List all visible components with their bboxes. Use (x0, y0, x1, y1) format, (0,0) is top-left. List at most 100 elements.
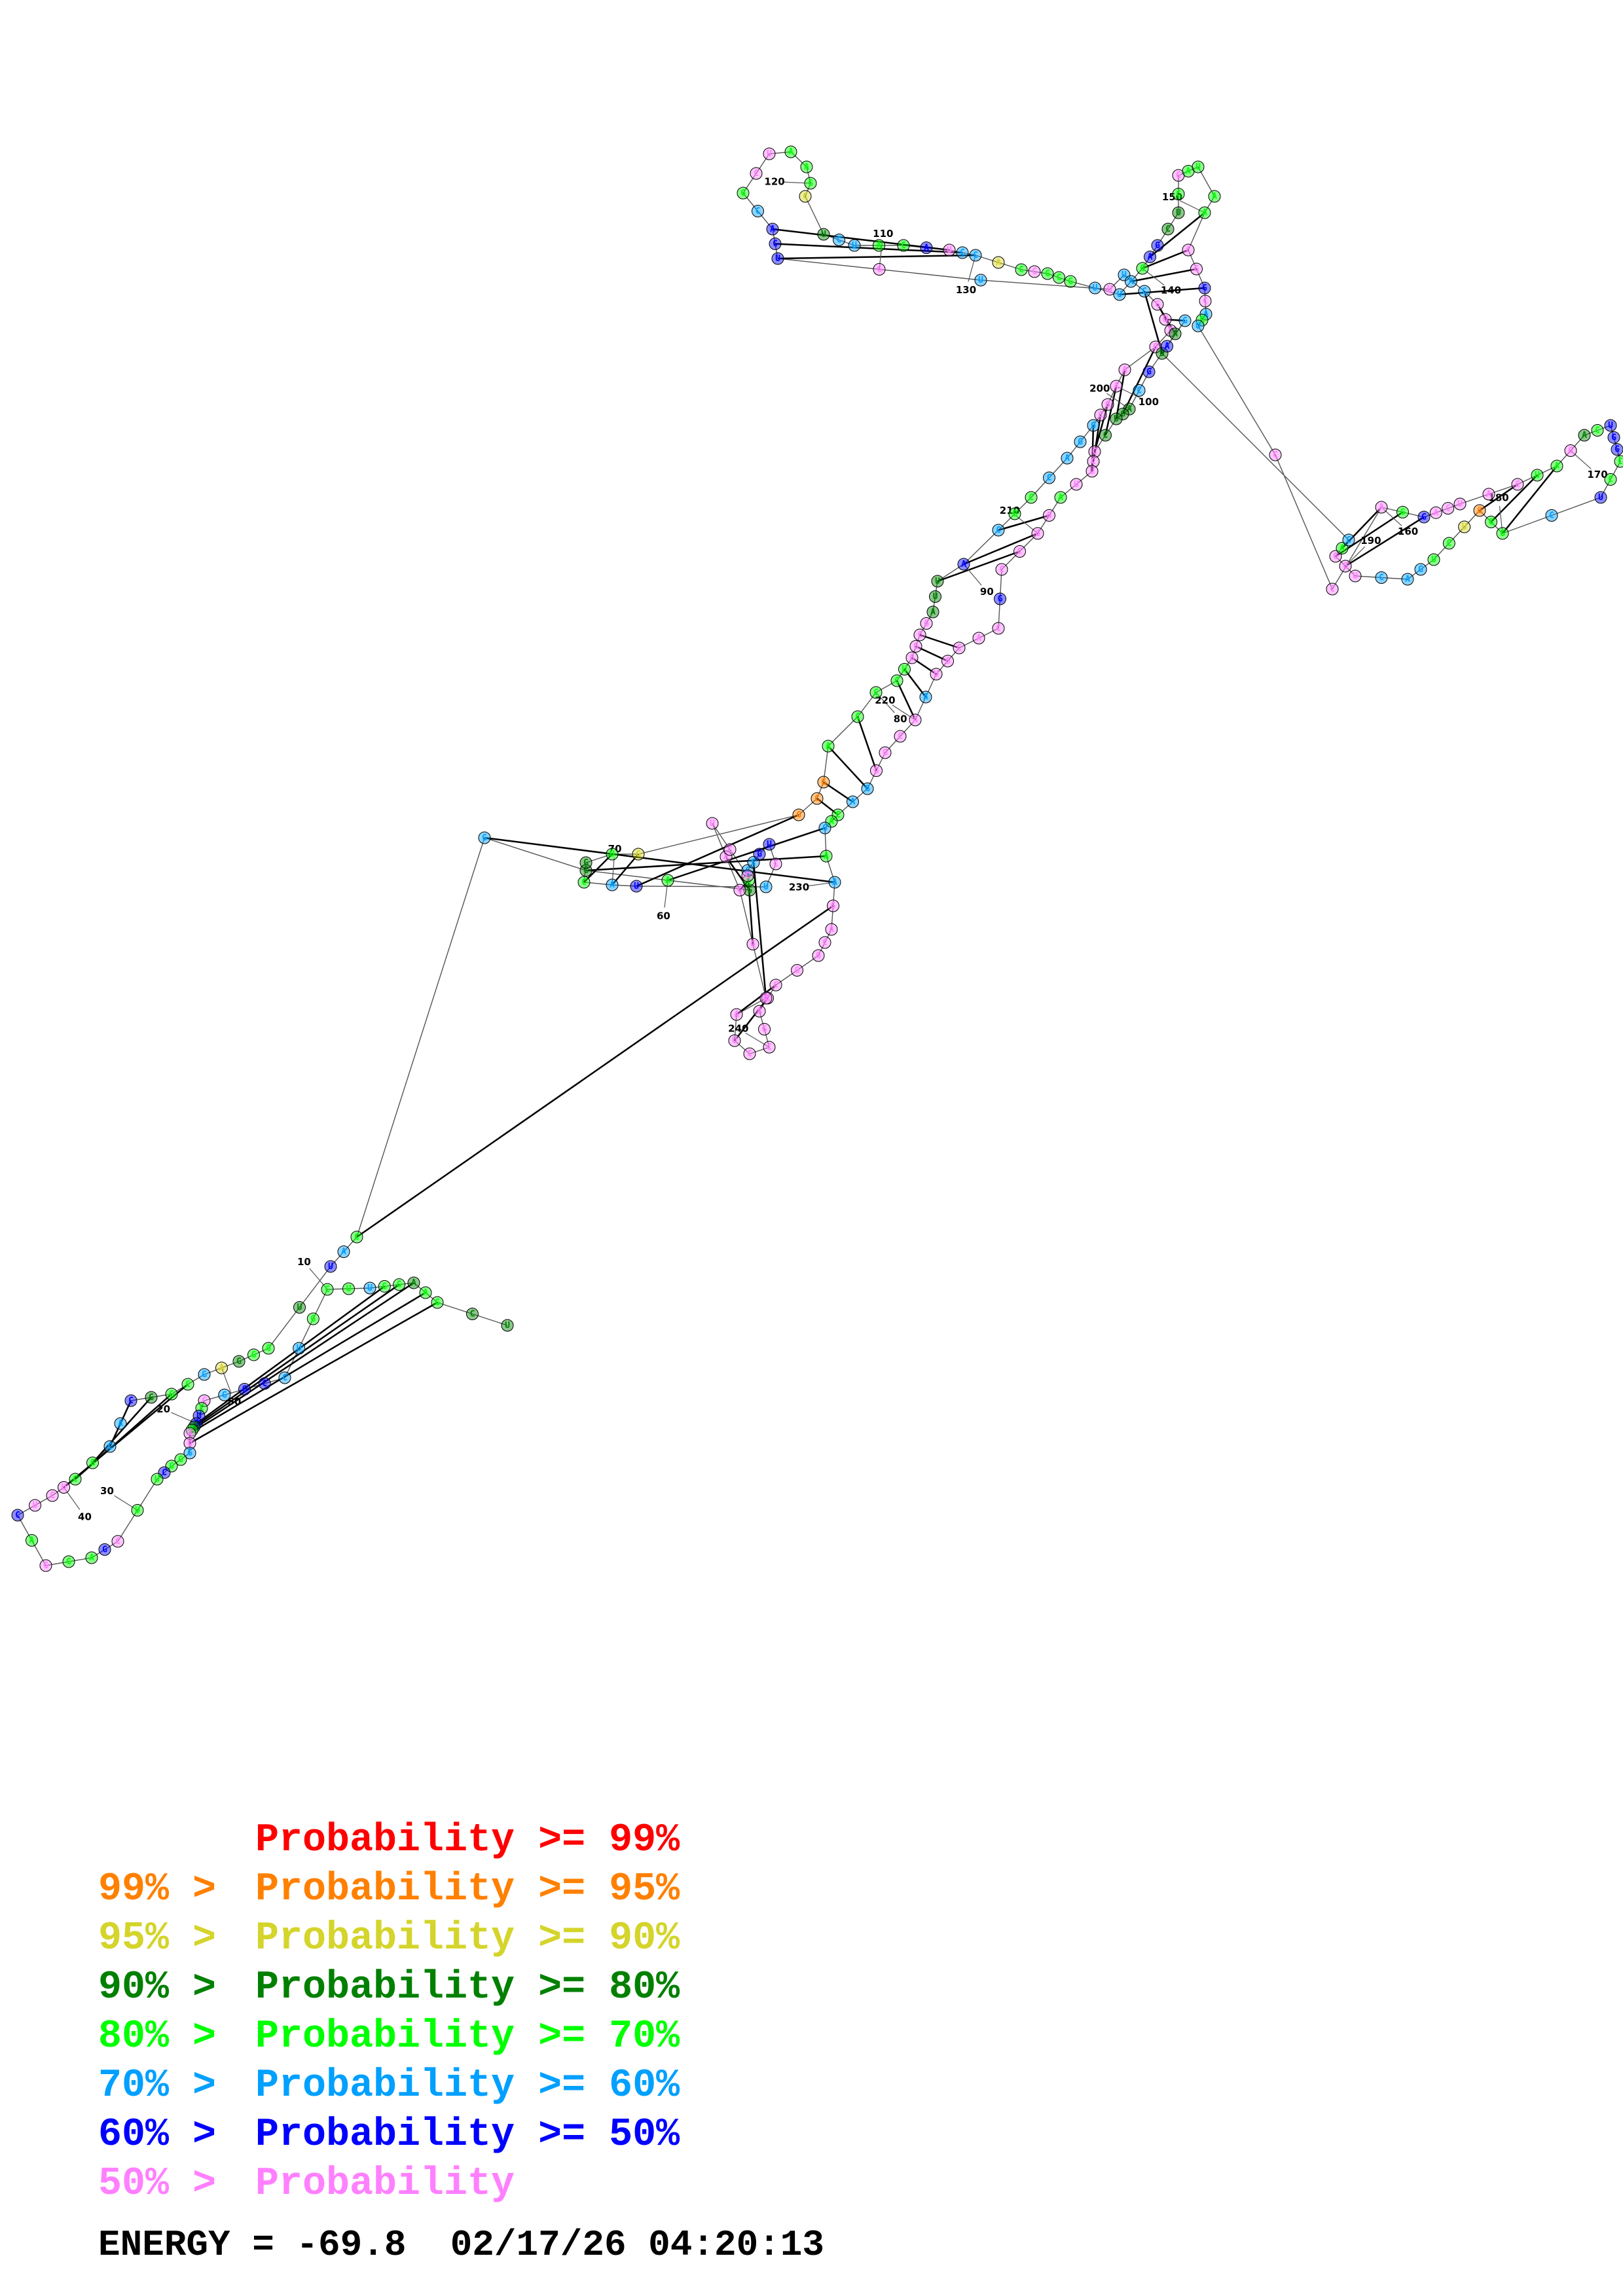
nucleotide-letter: G (822, 823, 828, 833)
nucleotide-circle (1089, 281, 1101, 295)
base-pair (484, 836, 835, 884)
nucleotide-circle (501, 1319, 514, 1332)
nucleotide-letter: A (996, 258, 1001, 268)
nucleotide-circle (1099, 429, 1112, 442)
nucleotide-letter: U (634, 882, 639, 891)
nucleotide-letter: A (1148, 253, 1153, 262)
nucleotide-circle (804, 177, 817, 190)
nucleotide: A (215, 1361, 228, 1374)
nucleotide: C (350, 1230, 363, 1244)
nucleotide-circle (185, 1424, 198, 1437)
nucleotide-letter: C (1186, 245, 1191, 255)
nucleotide-circle (870, 764, 883, 777)
nucleotide-letter: G (874, 766, 879, 776)
nucleotide-circle (606, 878, 619, 891)
nucleotide: U (1103, 283, 1116, 296)
nucleotide-letter: C (773, 240, 778, 249)
nucleotide-circle (1085, 465, 1099, 478)
nucleotide: A (828, 876, 841, 889)
nucleotide-circle (1156, 347, 1169, 360)
nucleotide-circle (919, 691, 932, 704)
nucleotide-letter: G (909, 653, 915, 663)
nucleotide: C (869, 686, 883, 699)
nucleotide: G (1101, 398, 1114, 411)
nucleotide: G (758, 1023, 771, 1035)
nucleotide: G (827, 899, 839, 912)
nucleotide-circle (1103, 283, 1116, 296)
nucleotide-letter: A (665, 876, 670, 886)
nucleotide-letter: G (90, 1458, 96, 1468)
nucleotide-letter: U (1114, 414, 1119, 424)
nucleotide-letter: C (960, 248, 965, 258)
nucleotide: G (183, 1446, 196, 1460)
nucleotide-letter: C (1017, 547, 1023, 557)
nucleotide-circle (419, 1286, 432, 1299)
nucleotide-letter: U (902, 665, 907, 675)
nucleotide: G (1607, 431, 1620, 444)
position-tick (221, 1367, 232, 1394)
nucleotide-circle (278, 1371, 291, 1384)
nucleotide-circle (791, 964, 803, 977)
nucleotide-letter: G (945, 656, 951, 666)
nucleotide-circle (1031, 527, 1044, 540)
position-tick (114, 1495, 138, 1511)
base-pair (189, 1301, 438, 1444)
nucleotide-circle (1329, 550, 1342, 563)
nucleotide: C (799, 190, 812, 203)
nucleotide-circle (873, 263, 886, 276)
nucleotide-circle (1028, 265, 1041, 278)
nucleotide-letter: C (1176, 190, 1181, 200)
nucleotide-letter: A (1554, 461, 1559, 471)
nucleotide-letter: G (913, 642, 919, 652)
base-pair (1104, 386, 1118, 436)
base-pair (1341, 507, 1382, 549)
nucleotide-letter: G (1418, 565, 1423, 575)
nucleotide: C (743, 1047, 756, 1060)
nucleotide: G (1116, 408, 1129, 420)
nucleotide: C (124, 1394, 137, 1407)
nucleotide: G (905, 651, 919, 664)
nucleotide-letter: C (1608, 475, 1613, 485)
nucleotide: C (1326, 583, 1339, 596)
nucleotide-circle (1144, 251, 1156, 263)
nucleotide: U (706, 817, 719, 830)
nucleotide-circle (763, 838, 776, 851)
nucleotide: G (792, 808, 805, 821)
nucleotide-letter: C (901, 241, 906, 251)
position-label: 90 (980, 586, 994, 598)
nucleotide-letter: U (1117, 290, 1122, 300)
nucleotide-letter: G (236, 1357, 242, 1367)
nucleotide: C (769, 238, 782, 250)
nucleotide-letter: G (102, 1545, 107, 1555)
nucleotide-circle (1088, 445, 1101, 458)
nucleotide: A (822, 740, 835, 753)
nucleotide-circle (1192, 319, 1205, 332)
nucleotide-letter: A (423, 1288, 428, 1298)
nucleotide: C (577, 876, 591, 889)
energy-value: ENERGY = -69.8 (98, 2224, 407, 2266)
base-pair (109, 1400, 132, 1447)
nucleotide-letter: A (723, 852, 729, 862)
nucleotide-letter: C (1549, 511, 1554, 521)
nucleotide-letter: C (1515, 480, 1520, 490)
nucleotide: C (103, 1440, 117, 1453)
nucleotide: C (111, 1535, 124, 1548)
nucleotide: U (630, 880, 643, 893)
nucleotide: A (1208, 190, 1221, 203)
base-pair (1091, 425, 1095, 472)
nucleotide-letter: A (1202, 208, 1207, 218)
nucleotide: C (1375, 571, 1388, 584)
nucleotide-letter: U (1195, 321, 1201, 331)
nucleotide-circle (1578, 429, 1591, 442)
nucleotide: U (817, 228, 830, 241)
nucleotide-letter: C (107, 1442, 113, 1452)
nucleotide: U (898, 663, 911, 675)
nucleotide: A (337, 1246, 350, 1258)
base-pair (937, 550, 1020, 583)
position-tick (783, 181, 811, 184)
base-pair (896, 680, 917, 721)
nucleotide-circle (784, 145, 797, 158)
nucleotide-letter: G (831, 901, 836, 911)
nucleotide-circle (820, 850, 833, 863)
